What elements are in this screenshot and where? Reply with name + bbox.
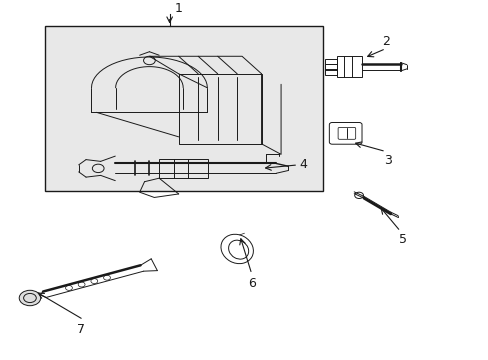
Bar bbox=[336, 56, 361, 77]
Text: 4: 4 bbox=[299, 158, 307, 171]
Circle shape bbox=[19, 290, 41, 306]
Bar bbox=[325, 59, 336, 64]
Bar bbox=[325, 69, 336, 75]
Text: 2: 2 bbox=[381, 35, 389, 48]
Text: 7: 7 bbox=[77, 323, 85, 336]
Bar bbox=[325, 64, 336, 69]
Bar bbox=[159, 158, 207, 178]
Text: 6: 6 bbox=[247, 277, 255, 290]
Text: 3: 3 bbox=[384, 154, 391, 167]
Bar bbox=[44, 27, 322, 191]
Text: 1: 1 bbox=[174, 2, 182, 15]
Text: 5: 5 bbox=[398, 233, 406, 246]
